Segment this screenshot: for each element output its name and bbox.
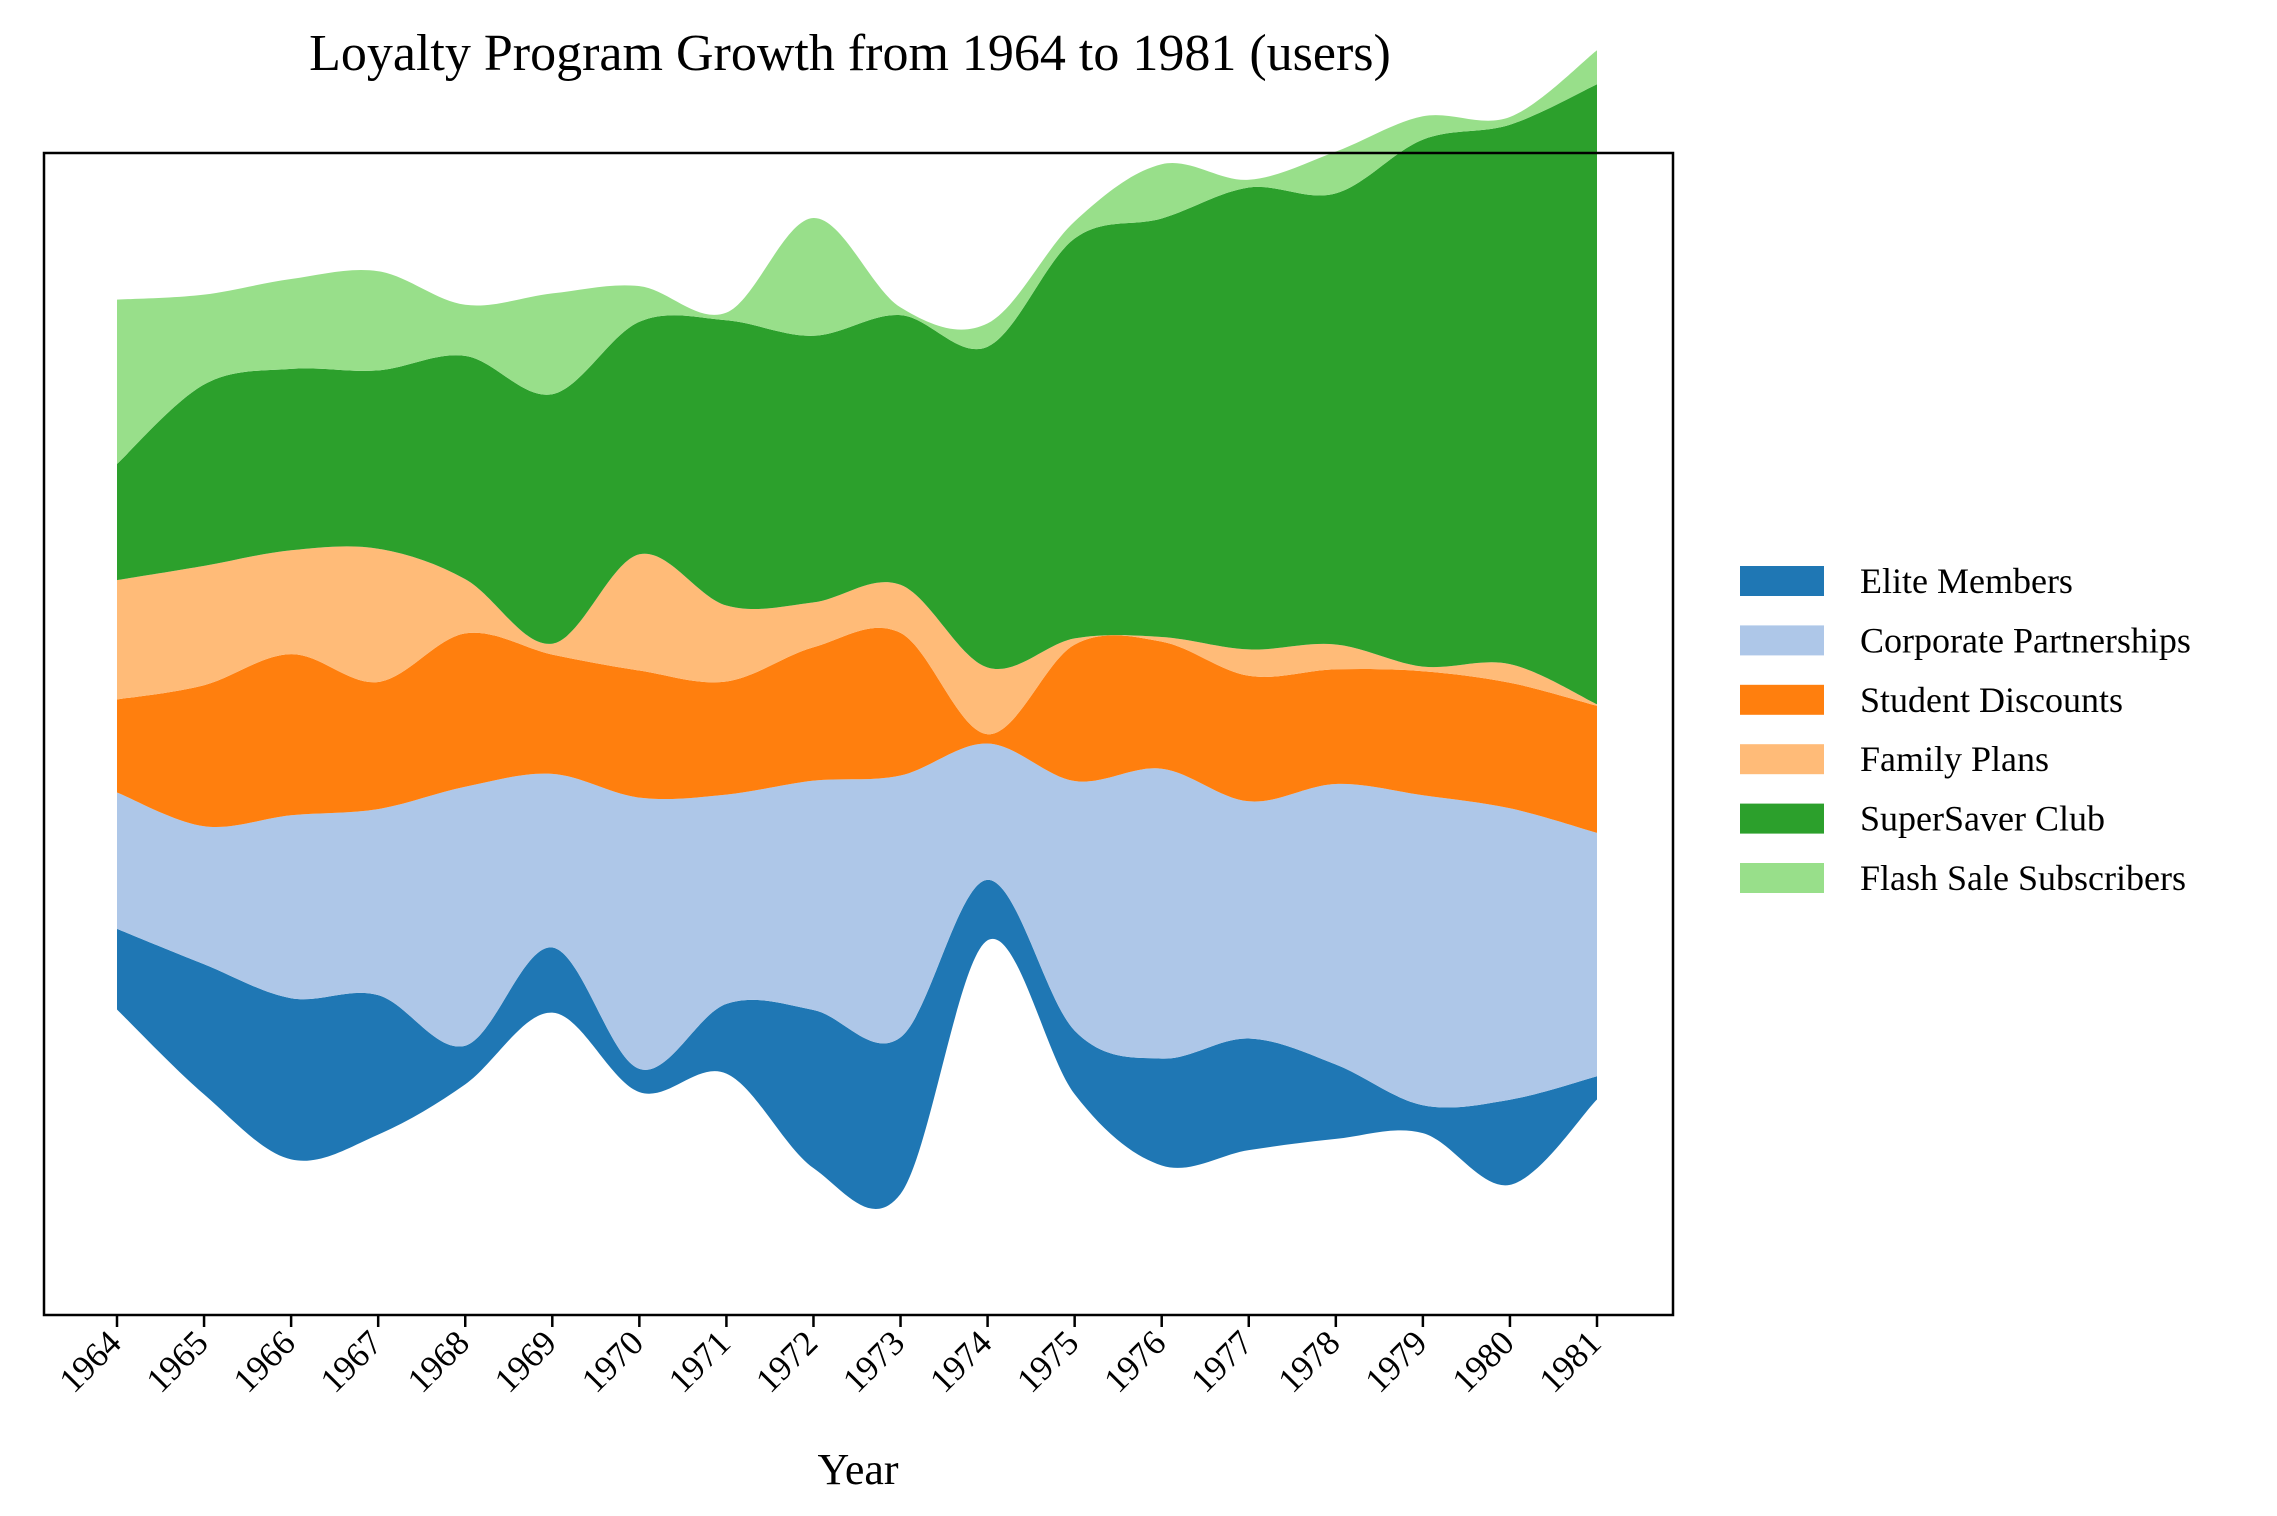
legend-label: Corporate Partnerships (1860, 620, 2191, 660)
x-tick-label: 1971 (661, 1323, 738, 1400)
x-tick-label: 1976 (1096, 1323, 1173, 1400)
x-tick-label: 1977 (1183, 1323, 1260, 1400)
x-tick-label: 1968 (400, 1323, 477, 1400)
x-tick-label: 1981 (1532, 1323, 1609, 1400)
x-tick-label: 1980 (1445, 1323, 1522, 1400)
legend-swatch (1740, 684, 1824, 715)
legend-label: SuperSaver Club (1860, 799, 2105, 839)
legend-swatch (1740, 803, 1824, 834)
legend-label: Student Discounts (1860, 680, 2123, 720)
area-flash-sale-subscribers (117, 50, 1597, 464)
x-tick-label: 1973 (835, 1323, 912, 1400)
area-family-plans (117, 546, 1597, 735)
legend-label: Family Plans (1860, 739, 2049, 779)
x-tick-label: 1966 (226, 1323, 303, 1400)
area-student-discounts (117, 627, 1597, 833)
legend-swatch (1740, 863, 1824, 893)
x-tick-label: 1975 (1009, 1323, 1086, 1400)
area-elite-members (117, 879, 1597, 1209)
x-axis-label: Year (817, 1445, 898, 1494)
x-tick-label: 1978 (1270, 1323, 1347, 1400)
legend: Elite Members Corporate Partnerships Stude… (1740, 561, 2191, 898)
plot-frame (42, 151, 1675, 1317)
chart-title: Loyalty Program Growth from 1964 to 1981… (309, 25, 1391, 82)
x-axis: 1964 1965 1966 1967 1968 1969 1970 1971 1972 1973… (52, 1315, 1609, 1400)
legend-label: Flash Sale Subscribers (1860, 858, 2186, 898)
legend-label: Elite Members (1860, 561, 2073, 601)
x-tick-label: 1964 (52, 1323, 129, 1400)
area-supersaver-club (117, 84, 1597, 705)
stream-areas (117, 50, 1597, 1209)
x-tick-label: 1972 (748, 1323, 825, 1400)
legend-swatch (1740, 625, 1824, 656)
x-tick-label: 1979 (1357, 1323, 1434, 1400)
x-tick-label: 1969 (487, 1323, 564, 1400)
area-corporate-partnerships (117, 743, 1597, 1108)
x-tick-label: 1974 (922, 1323, 999, 1400)
x-tick-label: 1967 (313, 1323, 390, 1400)
legend-swatch (1740, 744, 1824, 775)
x-tick-label: 1965 (139, 1323, 216, 1400)
legend-swatch (1740, 566, 1824, 596)
x-tick-label: 1970 (574, 1323, 651, 1400)
